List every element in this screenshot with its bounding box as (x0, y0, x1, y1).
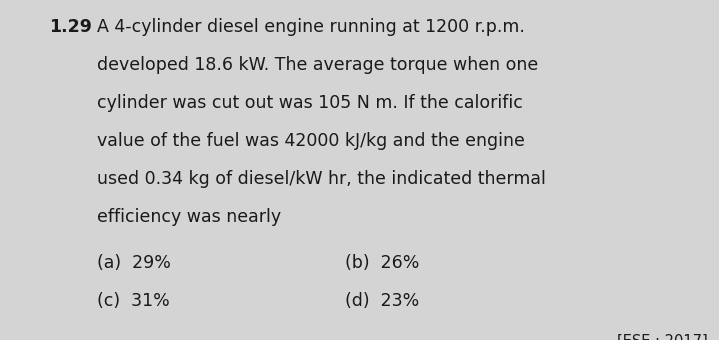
Text: (d)  23%: (d) 23% (345, 292, 419, 310)
Text: [ESE : 2017]: [ESE : 2017] (618, 334, 708, 340)
Text: (c)  31%: (c) 31% (97, 292, 170, 310)
Text: 1.29: 1.29 (49, 18, 92, 36)
Text: used 0.34 kg of diesel/kW hr, the indicated thermal: used 0.34 kg of diesel/kW hr, the indica… (97, 170, 546, 188)
Text: (a)  29%: (a) 29% (97, 254, 171, 272)
Text: developed 18.6 kW. The average torque when one: developed 18.6 kW. The average torque wh… (97, 56, 539, 74)
Text: cylinder was cut out was 105 N m. If the calorific: cylinder was cut out was 105 N m. If the… (97, 94, 523, 112)
Text: A 4-cylinder diesel engine running at 1200 r.p.m.: A 4-cylinder diesel engine running at 12… (97, 18, 525, 36)
Text: (b)  26%: (b) 26% (345, 254, 419, 272)
Text: value of the fuel was 42000 kJ/kg and the engine: value of the fuel was 42000 kJ/kg and th… (97, 132, 525, 150)
Text: efficiency was nearly: efficiency was nearly (97, 208, 281, 226)
